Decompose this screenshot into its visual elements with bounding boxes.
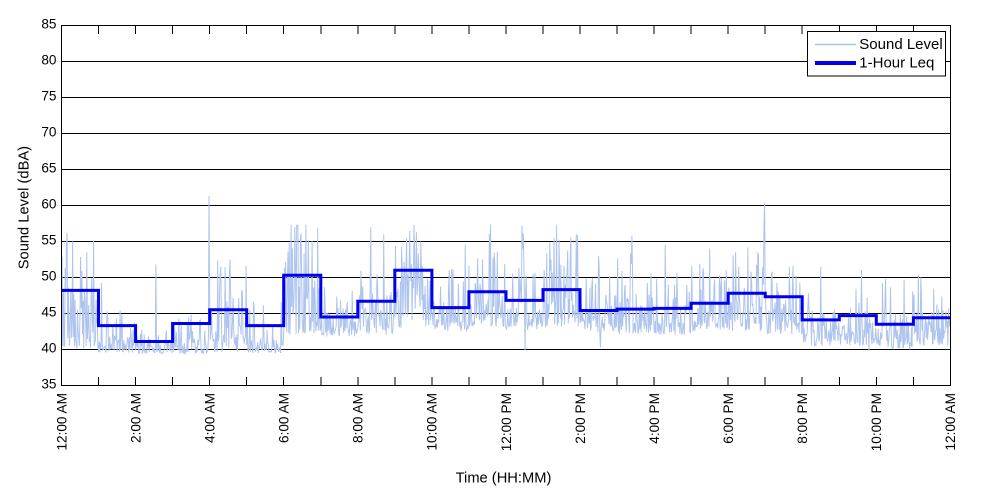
svg-text:12:00 AM: 12:00 AM — [943, 393, 958, 450]
svg-text:10:00 PM: 10:00 PM — [869, 393, 884, 451]
svg-text:1-Hour Leq: 1-Hour Leq — [859, 54, 934, 71]
svg-text:Time (HH:MM): Time (HH:MM) — [456, 471, 552, 487]
svg-text:12:00 AM: 12:00 AM — [54, 393, 69, 450]
svg-text:65: 65 — [41, 161, 56, 176]
svg-text:85: 85 — [41, 17, 56, 32]
svg-text:4:00 AM: 4:00 AM — [203, 393, 218, 443]
svg-text:4:00 PM: 4:00 PM — [647, 393, 662, 444]
svg-text:70: 70 — [41, 125, 57, 140]
svg-text:6:00 PM: 6:00 PM — [721, 393, 736, 444]
svg-text:8:00 AM: 8:00 AM — [351, 393, 366, 443]
svg-text:10:00 AM: 10:00 AM — [425, 393, 440, 450]
svg-text:55: 55 — [41, 233, 56, 248]
svg-text:45: 45 — [41, 305, 56, 320]
svg-text:6:00 AM: 6:00 AM — [277, 393, 292, 443]
svg-text:2:00 PM: 2:00 PM — [573, 393, 588, 444]
svg-text:75: 75 — [41, 89, 56, 104]
svg-text:Sound Level: Sound Level — [859, 36, 942, 53]
svg-text:50: 50 — [41, 269, 57, 284]
svg-text:60: 60 — [41, 197, 57, 212]
svg-text:40: 40 — [41, 341, 57, 356]
svg-text:2:00 AM: 2:00 AM — [128, 393, 143, 443]
svg-text:8:00 PM: 8:00 PM — [795, 393, 810, 444]
svg-text:35: 35 — [41, 377, 56, 392]
svg-text:Sound Level (dBA): Sound Level (dBA) — [17, 146, 33, 269]
svg-text:80: 80 — [41, 53, 57, 68]
svg-text:12:00 PM: 12:00 PM — [499, 393, 514, 451]
